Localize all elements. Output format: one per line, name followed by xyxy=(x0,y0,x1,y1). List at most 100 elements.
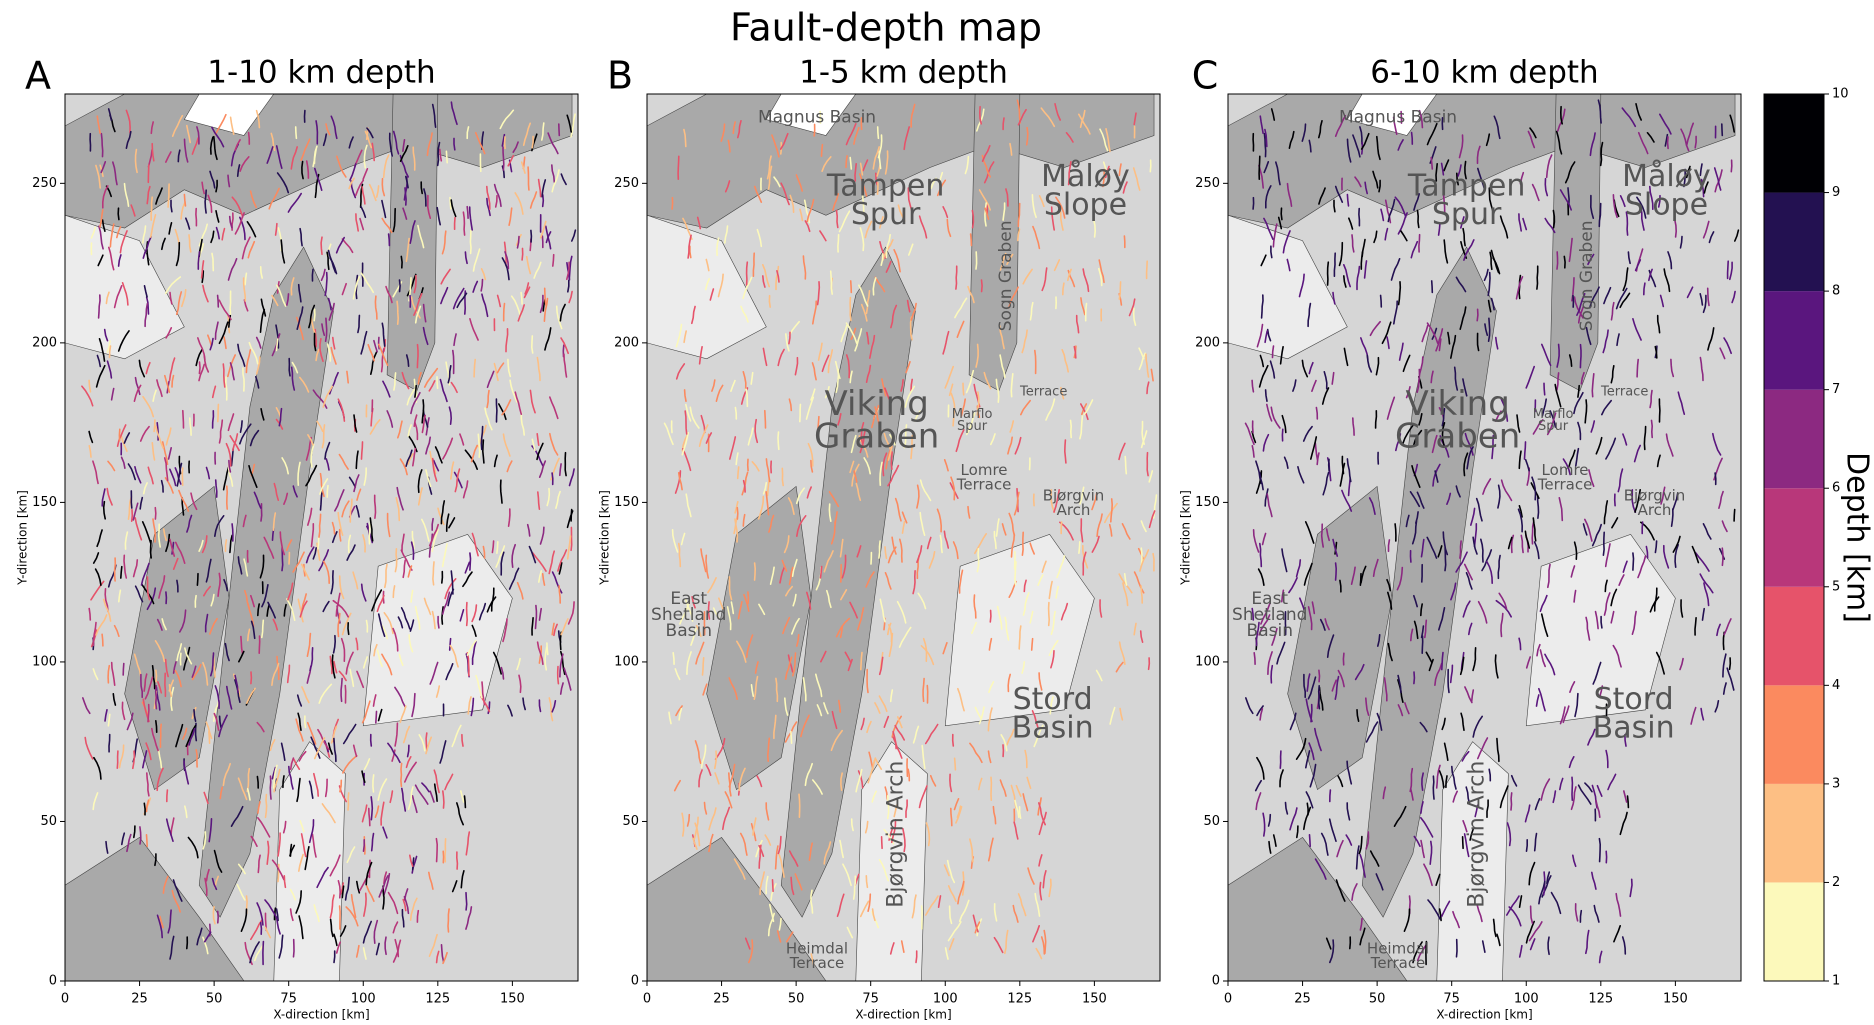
x-tick-label: 25 xyxy=(713,992,730,1007)
fault xyxy=(497,542,498,553)
fault xyxy=(1695,136,1696,147)
colorbar-band xyxy=(1764,882,1824,981)
fault xyxy=(1544,383,1545,395)
figure-title: Fault-depth map xyxy=(730,6,1042,50)
fault xyxy=(450,639,451,650)
fault xyxy=(791,732,792,744)
x-tick-label: 150 xyxy=(1663,992,1688,1007)
fault xyxy=(110,346,111,357)
fault xyxy=(442,572,443,583)
panel-letter: B xyxy=(607,54,633,98)
fault xyxy=(226,540,227,551)
fault xyxy=(218,295,219,307)
fault xyxy=(559,124,560,136)
fault xyxy=(553,255,554,266)
fault xyxy=(504,304,505,321)
fault xyxy=(437,377,438,389)
fault xyxy=(147,835,148,847)
x-tick-label: 75 xyxy=(1443,992,1460,1007)
fault xyxy=(312,269,313,281)
x-axis-label: X-direction [km] xyxy=(273,1008,369,1022)
fault xyxy=(432,519,433,530)
fault xyxy=(251,672,252,684)
fault xyxy=(748,592,749,604)
fault xyxy=(296,127,297,138)
fault xyxy=(878,127,879,138)
fault xyxy=(703,658,704,675)
fault xyxy=(1147,261,1148,278)
x-tick-label: 100 xyxy=(933,992,958,1007)
fault xyxy=(1395,524,1396,541)
colorbar-band xyxy=(1764,784,1824,883)
fault xyxy=(1553,211,1554,228)
fault xyxy=(166,592,167,604)
y-tick-label: 50 xyxy=(40,814,57,829)
colorbar-band xyxy=(1764,94,1824,193)
fault xyxy=(1079,542,1080,553)
fault xyxy=(738,467,739,478)
colorbar-tick-label: 7 xyxy=(1832,382,1840,397)
fault xyxy=(294,940,295,957)
fault xyxy=(1035,351,1036,374)
fault xyxy=(334,951,335,963)
fault xyxy=(187,937,188,949)
panel-title: 6-10 km depth xyxy=(1370,55,1598,91)
x-tick-label: 150 xyxy=(1082,992,1107,1007)
fault xyxy=(1422,636,1423,653)
x-tick-label: 0 xyxy=(643,992,651,1007)
fault xyxy=(971,234,972,245)
fault xyxy=(521,293,522,304)
fault xyxy=(417,345,418,368)
fault xyxy=(1448,670,1449,693)
fault xyxy=(230,291,231,314)
fault xyxy=(140,827,141,844)
fault xyxy=(445,839,446,862)
fault xyxy=(467,603,468,626)
colorbar-tick-label: 4 xyxy=(1832,678,1840,693)
region-label-line: Terrace xyxy=(1370,954,1426,972)
fault xyxy=(1049,603,1050,626)
fault xyxy=(218,911,219,922)
fault xyxy=(1150,160,1151,172)
fault xyxy=(102,634,103,646)
fault xyxy=(1334,253,1335,276)
fault xyxy=(1316,408,1317,419)
fault xyxy=(1319,686,1320,709)
y-tick-label: 150 xyxy=(1195,495,1220,510)
region-label: Sogn Graben xyxy=(1577,220,1597,331)
region-label-line: Terrace xyxy=(956,475,1012,493)
panel-title: 1-10 km depth xyxy=(207,55,435,91)
fault xyxy=(218,404,219,421)
fault xyxy=(261,923,262,935)
x-tick-label: 75 xyxy=(280,992,297,1007)
fault xyxy=(1557,252,1558,269)
region-label: Magnus Basin xyxy=(758,107,876,127)
region-label: Terrace xyxy=(1019,384,1067,399)
fault xyxy=(376,711,377,722)
fault xyxy=(1457,940,1458,957)
y-tick-label: 250 xyxy=(32,176,57,191)
panel-letter: C xyxy=(1192,54,1219,98)
fault xyxy=(249,133,250,145)
fault xyxy=(327,486,328,497)
fault xyxy=(1015,562,1016,585)
fault xyxy=(470,553,471,570)
fault xyxy=(976,252,977,269)
fault xyxy=(1463,837,1464,849)
fault xyxy=(144,803,145,815)
region-label-line: Basin xyxy=(666,621,712,641)
fault xyxy=(1414,672,1415,684)
fault xyxy=(196,209,197,226)
fault xyxy=(117,751,118,768)
y-tick-label: 150 xyxy=(32,495,57,510)
x-tick-label: 100 xyxy=(1514,992,1539,1007)
fault xyxy=(168,184,169,207)
fault xyxy=(263,942,264,965)
fault xyxy=(867,670,868,693)
